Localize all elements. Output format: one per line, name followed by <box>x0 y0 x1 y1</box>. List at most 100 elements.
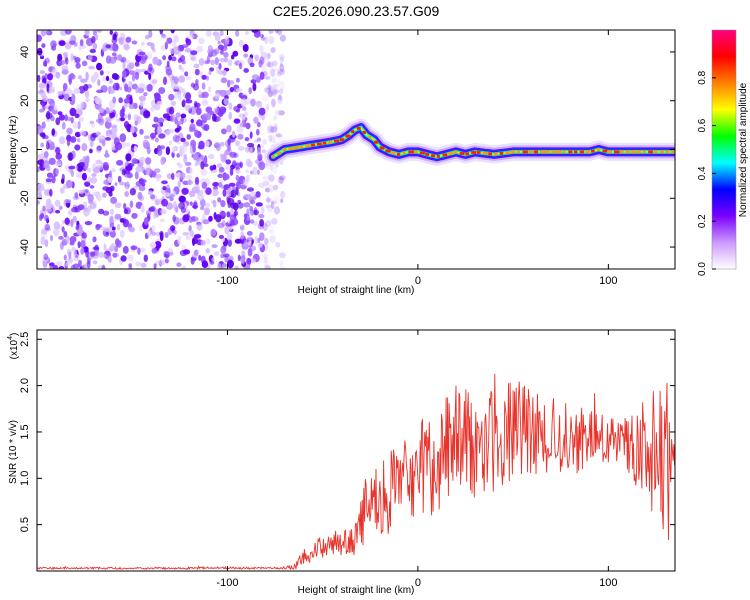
noise-speck <box>188 225 192 232</box>
noise-speck <box>169 106 175 115</box>
noise-speck <box>231 54 235 60</box>
noise-speck <box>84 90 90 99</box>
noise-speck <box>37 153 45 160</box>
noise-speck <box>178 75 186 83</box>
noise-speck <box>278 176 284 184</box>
noise-speck <box>138 178 144 185</box>
noise-speck <box>128 80 133 87</box>
noise-speck <box>214 251 220 256</box>
noise-speck <box>270 200 278 205</box>
ridge-peak <box>568 150 573 154</box>
colorbar-ticks: 0.0 0.2 0.4 0.6 0.8 <box>697 70 716 276</box>
noise-speck <box>37 200 41 205</box>
noise-speck <box>259 45 264 53</box>
noise-speck <box>253 33 260 38</box>
noise-speck <box>249 62 255 68</box>
noise-speck <box>274 30 279 34</box>
ridge-peak <box>619 150 624 154</box>
noise-speck <box>244 137 250 142</box>
noise-speck <box>55 71 61 79</box>
noise-speck <box>58 136 66 145</box>
noise-speck <box>110 196 118 204</box>
noise-speck <box>155 174 162 182</box>
noise-speck <box>171 172 175 180</box>
noise-speck <box>39 108 45 113</box>
ridge-peak <box>334 139 340 143</box>
noise-speck <box>258 107 266 116</box>
noise-speck <box>117 175 122 183</box>
noise-speck <box>109 215 114 224</box>
noise-speck <box>89 185 95 189</box>
noise-speck <box>114 202 122 209</box>
noise-speck <box>152 56 159 65</box>
noise-speck <box>123 98 131 104</box>
noise-speck <box>264 76 271 80</box>
noise-speck <box>262 95 269 103</box>
noise-speck <box>255 202 263 207</box>
noise-speck <box>160 145 165 150</box>
y-tick-label: 0 <box>19 146 31 152</box>
noise-speck <box>48 157 56 165</box>
colorbar-tick-label: 0.2 <box>697 214 708 228</box>
noise-speck <box>194 68 200 76</box>
noise-speck <box>178 92 182 101</box>
colorbar-tick-label: 0.6 <box>697 118 708 132</box>
colorbar-tick-label: 0.4 <box>697 166 708 180</box>
noise-speck <box>106 70 110 75</box>
noise-speck <box>266 61 274 68</box>
ridge-peak <box>414 150 418 154</box>
noise-speck <box>119 32 125 39</box>
noise-speck <box>238 39 244 48</box>
noise-speck <box>204 202 211 208</box>
ridge-peak <box>294 146 300 150</box>
noise-speck <box>40 236 46 245</box>
noise-speck <box>98 251 105 258</box>
noise-speck <box>58 114 66 121</box>
noise-speck <box>40 213 44 219</box>
noise-speck <box>123 208 129 215</box>
noise-speck <box>180 113 187 119</box>
noise-speck <box>191 237 199 245</box>
noise-speck <box>235 30 240 37</box>
noise-speck <box>81 232 87 239</box>
noise-speck <box>154 148 158 154</box>
ridge-peak <box>659 150 665 154</box>
ridge-peak <box>385 149 391 153</box>
noise-speck <box>267 90 273 98</box>
x-tick-label: 100 <box>599 577 617 589</box>
noise-speck <box>179 117 187 123</box>
ridge-peak <box>505 151 511 155</box>
noise-speck <box>218 58 226 62</box>
noise-speck <box>119 133 127 143</box>
ridge-peak <box>396 152 401 156</box>
ridge-peak <box>631 150 637 154</box>
ridge-peak <box>516 150 520 154</box>
noise-speck <box>256 121 261 128</box>
noise-speck <box>239 161 243 169</box>
noise-speck <box>265 204 273 209</box>
noise-speck <box>61 220 65 225</box>
noise-speck <box>58 205 63 210</box>
noise-speck <box>235 174 240 182</box>
noise-speck <box>215 92 220 100</box>
y-tick-label: 40 <box>19 46 31 58</box>
noise-speck <box>194 102 201 108</box>
noise-speck <box>160 209 167 215</box>
noise-speck <box>198 140 205 150</box>
noise-speck <box>217 173 224 178</box>
noise-speck <box>84 30 90 36</box>
noise-speck <box>159 218 165 223</box>
noise-speck <box>89 140 94 147</box>
noise-speck <box>215 214 222 223</box>
noise-speck <box>246 231 253 236</box>
x-tick-label: -100 <box>216 275 238 287</box>
noise-speck <box>271 87 278 95</box>
noise-speck <box>81 172 87 181</box>
noise-speck <box>268 174 275 182</box>
noise-speck <box>124 83 129 93</box>
noise-speck <box>55 147 61 155</box>
noise-speck <box>86 261 91 269</box>
noise-speck <box>261 149 266 154</box>
noise-speck <box>274 123 278 129</box>
noise-speck <box>242 44 249 52</box>
